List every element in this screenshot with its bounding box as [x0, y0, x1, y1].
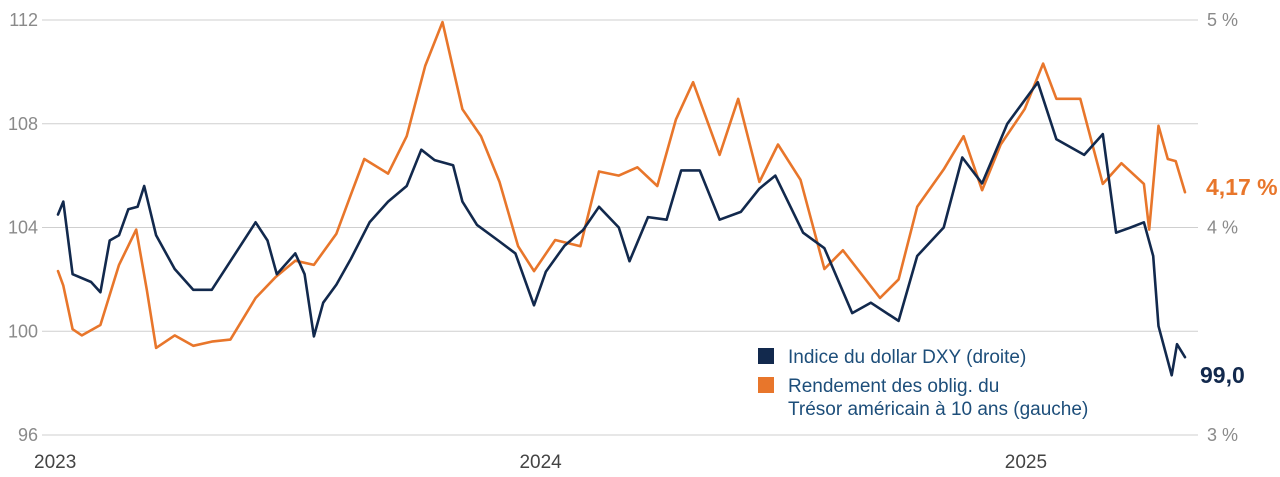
- left-tick-label: 100: [8, 321, 38, 341]
- x-tick-label: 2025: [1005, 452, 1047, 473]
- right-tick-label: 4 %: [1207, 218, 1238, 238]
- series-lines: [56, 20, 1187, 377]
- x-tick-label: 2024: [519, 452, 562, 473]
- left-axis-ticks: 96 100 104 108 112: [8, 10, 38, 445]
- legend-swatch-yield: [758, 377, 774, 393]
- legend-label-yield: Rendement des oblig. du Trésor américain …: [788, 376, 1088, 420]
- x-tick-label: 2023: [34, 452, 76, 473]
- x-axis-ticks: 2023 2024 2025: [34, 452, 1047, 473]
- legend-swatch-dxy: [758, 348, 774, 364]
- legend-label-dxy: Indice du dollar DXY (droite): [788, 347, 1026, 368]
- left-tick-label: 96: [18, 425, 38, 445]
- legend-label-yield-line: Rendement des oblig. du: [788, 376, 999, 397]
- left-tick-label: 112: [9, 10, 38, 30]
- legend-label-yield-line: Trésor américain à 10 ans (gauche): [788, 399, 1088, 420]
- right-axis-ticks: 3 % 4 % 5 %: [1207, 10, 1238, 445]
- end-label-dxy: 99,0: [1200, 362, 1245, 388]
- end-label-yield: 4,17 %: [1206, 174, 1278, 200]
- right-tick-label: 5 %: [1207, 10, 1238, 30]
- left-tick-label: 108: [8, 114, 38, 134]
- left-tick-label: 104: [8, 218, 38, 238]
- legend: Indice du dollar DXY (droite) Rendement …: [758, 347, 1088, 420]
- series-line-yield: [56, 20, 1187, 350]
- right-tick-label: 3 %: [1207, 425, 1238, 445]
- series-line-dxy: [56, 81, 1187, 377]
